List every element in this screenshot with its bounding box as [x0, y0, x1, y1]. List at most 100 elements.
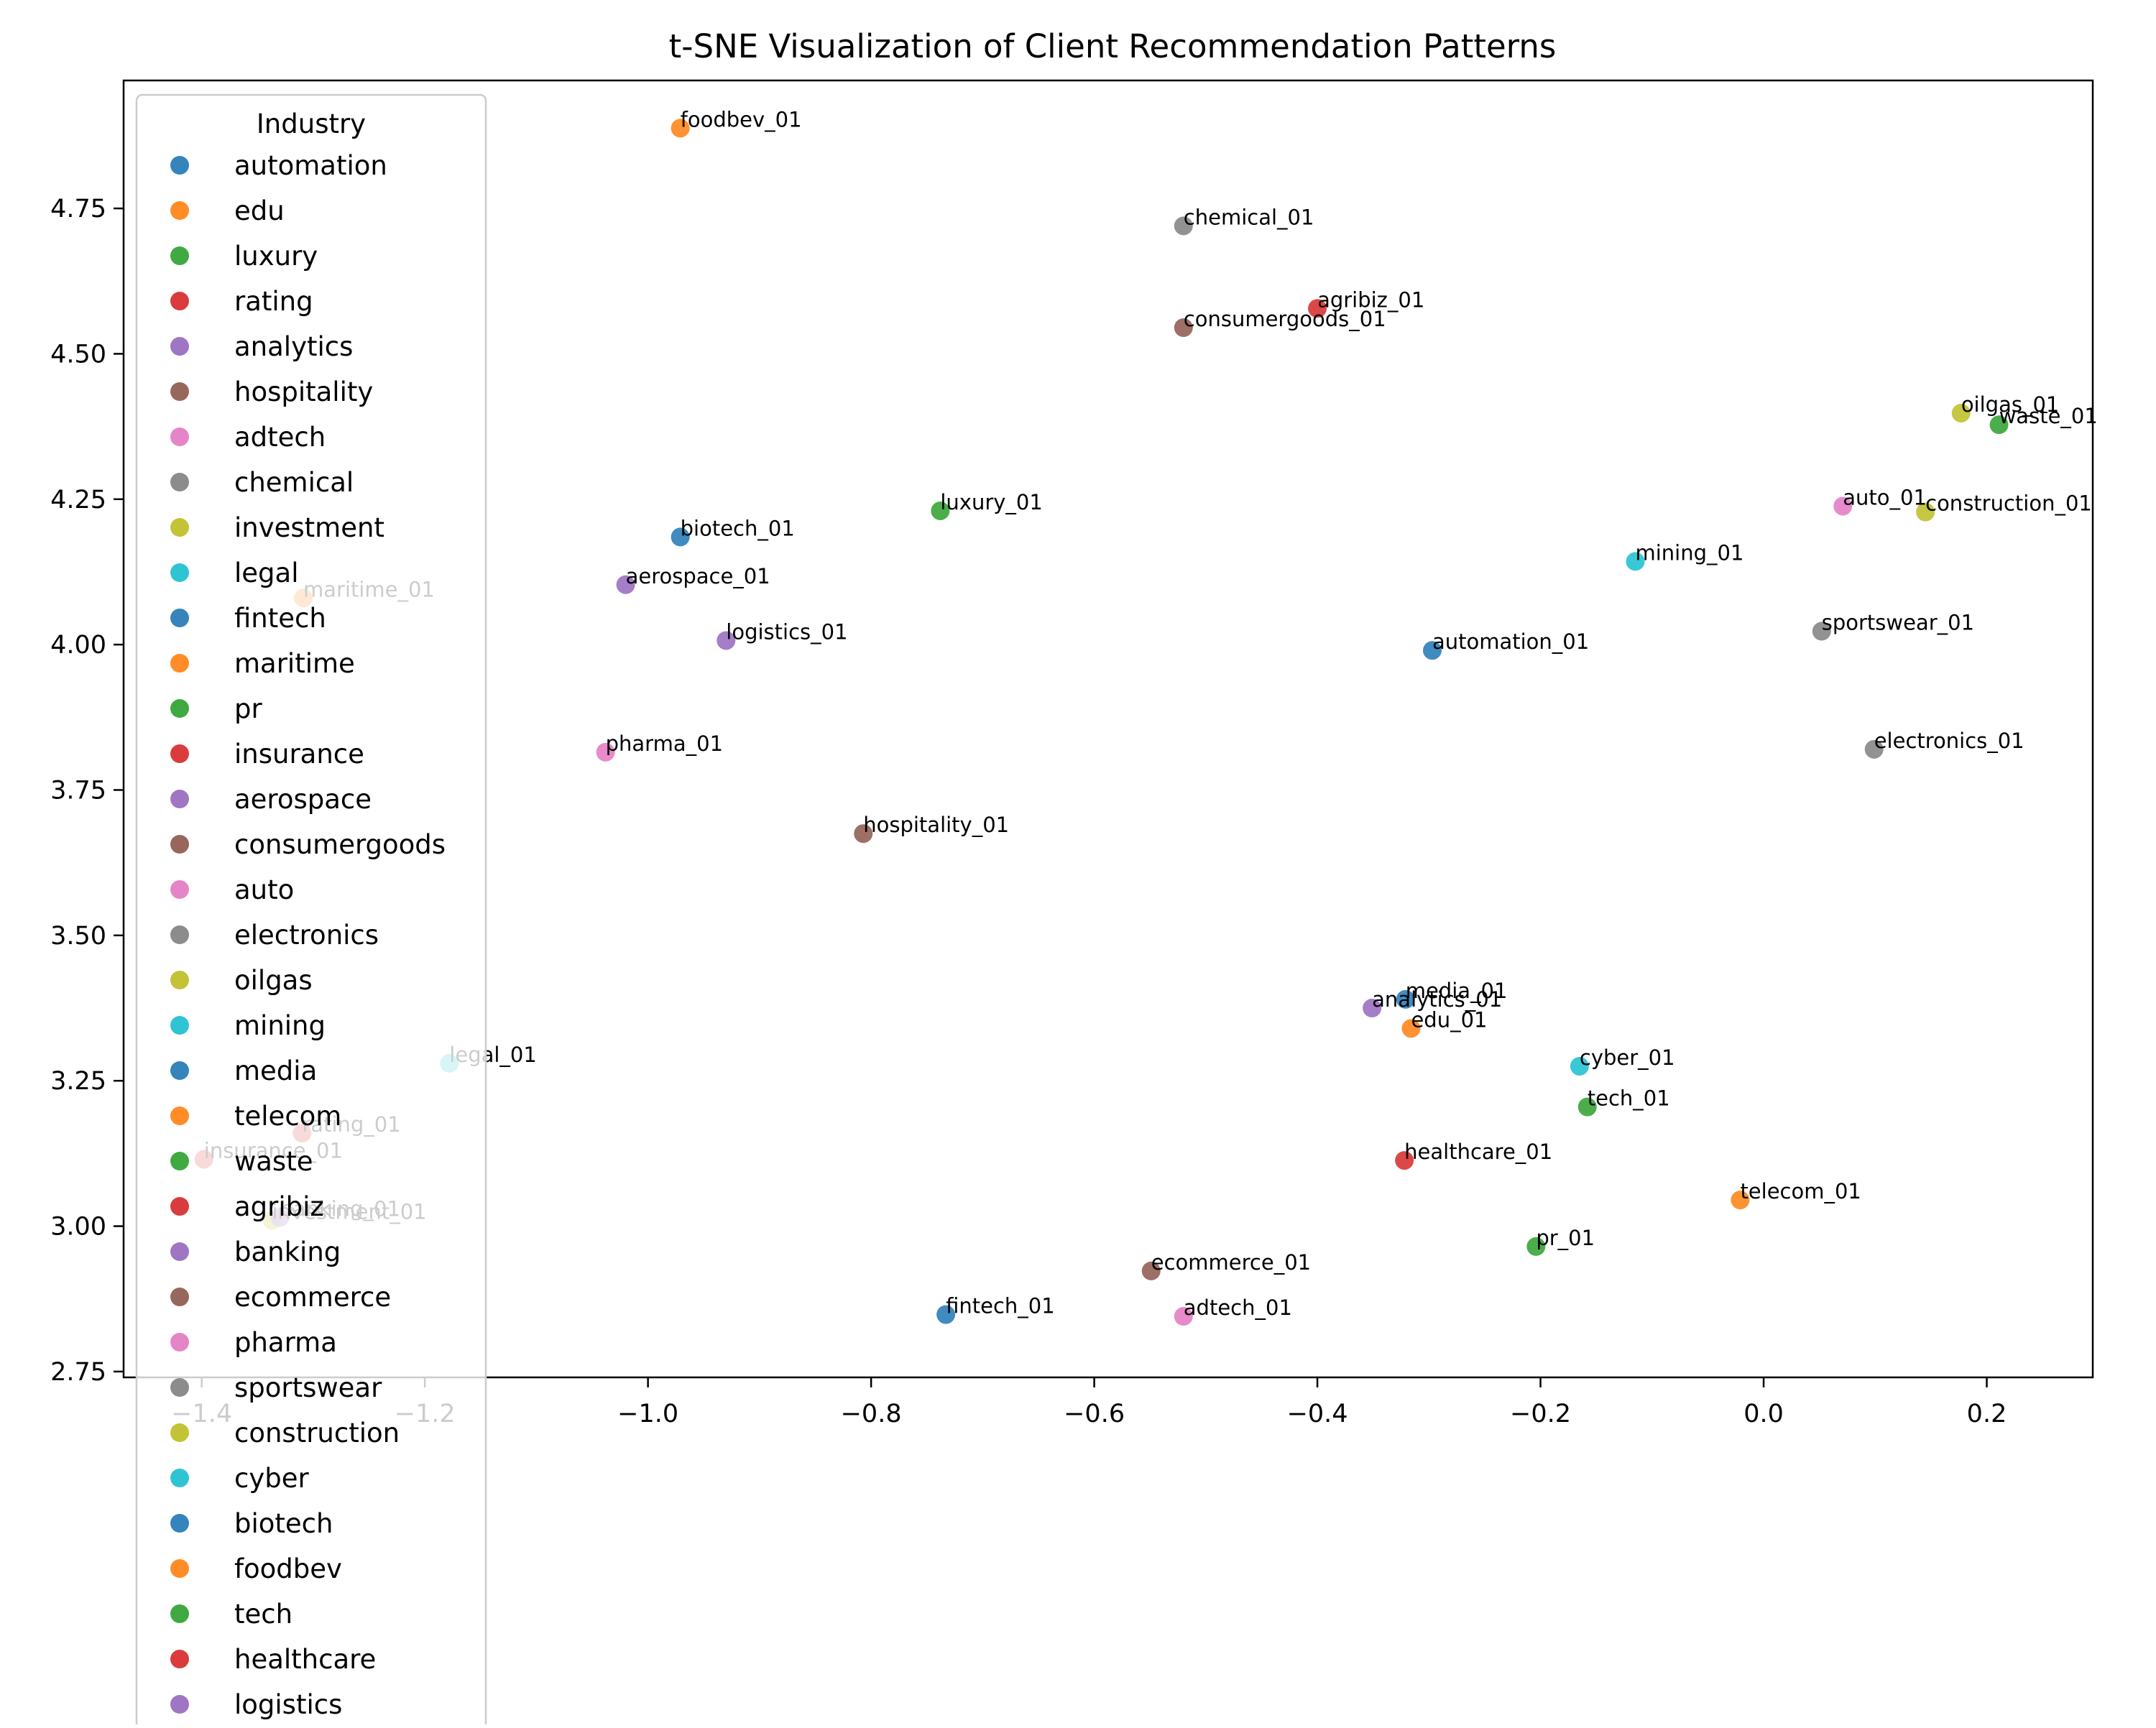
- data-point-auto_01: [1833, 496, 1853, 516]
- legend-entry-legal: legal: [234, 558, 298, 588]
- y-tick-label: 4.25: [50, 486, 106, 514]
- legend-marker: [170, 201, 189, 220]
- legend-entry-waste: waste: [234, 1146, 313, 1177]
- legend-entry-adtech: adtech: [234, 422, 326, 453]
- legend-entry-auto: auto: [234, 874, 294, 905]
- point-label: telecom_01: [1740, 1179, 1861, 1203]
- legend-entry-sportswear: sportswear: [234, 1372, 382, 1403]
- legend-entry-telecom: telecom: [234, 1101, 341, 1132]
- legend-marker: [170, 609, 189, 627]
- legend-marker: [170, 699, 189, 718]
- legend-entry-automation: automation: [234, 150, 387, 181]
- point-label: oilgas_01: [1961, 392, 2060, 417]
- data-point-aerospace_01: [616, 575, 635, 594]
- legend-entry-aerospace: aerospace: [234, 784, 372, 815]
- x-tick-label: 0.2: [1967, 1400, 2007, 1428]
- point-label: agribiz_01: [1317, 287, 1424, 312]
- legend-entry-agribiz: agribiz: [234, 1191, 324, 1222]
- legend-entry-insurance: insurance: [234, 739, 364, 770]
- legend-entry-edu: edu: [234, 195, 285, 226]
- data-point-telecom_01: [1731, 1191, 1750, 1210]
- legend-marker: [170, 1514, 189, 1533]
- legend-marker: [170, 925, 189, 944]
- data-point-consumergoods_01: [1174, 318, 1193, 338]
- data-point-edu_01: [1401, 1019, 1421, 1038]
- data-point-adtech_01: [1174, 1307, 1193, 1326]
- point-label: media_01: [1406, 979, 1508, 1003]
- data-point-construction_01: [1916, 502, 1935, 522]
- y-tick-label: 2.75: [50, 1358, 106, 1387]
- legend-entry-luxury: luxury: [234, 241, 318, 272]
- point-label: electronics_01: [1874, 729, 2024, 753]
- legend-entry-analytics: analytics: [234, 331, 353, 362]
- point-label: hospitality_01: [863, 813, 1009, 837]
- point-label: sportswear_01: [1822, 611, 1974, 635]
- data-point-pr_01: [1526, 1237, 1546, 1256]
- data-point-mining_01: [1626, 552, 1645, 571]
- legend-entry-banking: banking: [234, 1237, 341, 1267]
- data-point-chemical_01: [1174, 216, 1193, 236]
- point-label: biotech_01: [681, 516, 795, 540]
- data-point-logistics_01: [717, 631, 736, 650]
- legend-entry-logistics: logistics: [234, 1689, 342, 1720]
- legend-marker: [170, 1197, 189, 1216]
- point-label: construction_01: [1925, 491, 2092, 516]
- data-point-ecommerce_01: [1141, 1261, 1161, 1280]
- data-point-waste_01: [1989, 415, 2009, 435]
- legend-marker: [170, 1152, 189, 1170]
- point-label: waste_01: [1999, 404, 2098, 428]
- legend-entry-pharma: pharma: [234, 1327, 337, 1358]
- legend-entry-healthcare: healthcare: [234, 1644, 376, 1675]
- y-tick-label: 3.50: [50, 922, 106, 951]
- point-label: cyber_01: [1580, 1045, 1675, 1070]
- legend-entry-fintech: fintech: [234, 603, 326, 634]
- legend-entry-media: media: [234, 1055, 317, 1086]
- data-point-automation_01: [1422, 641, 1442, 660]
- legend: Industry automation edu luxury rating analyti…: [135, 93, 487, 1728]
- point-label: analytics_01: [1372, 987, 1502, 1012]
- point-label: luxury_01: [940, 490, 1042, 514]
- chart-title: t-SNE Visualization of Client Recommenda…: [669, 27, 1557, 65]
- data-point-foodbev_01: [671, 119, 690, 138]
- legend-marker: [170, 1016, 189, 1035]
- point-label: aerospace_01: [626, 564, 770, 588]
- data-point-tech_01: [1577, 1097, 1597, 1117]
- point-label: fintech_01: [946, 1294, 1055, 1318]
- legend-marker: [170, 382, 189, 401]
- legend-marker: [170, 1061, 189, 1080]
- x-tick-label: 0.0: [1743, 1400, 1784, 1428]
- legend-marker: [170, 790, 189, 808]
- point-label: tech_01: [1588, 1086, 1670, 1111]
- point-label: pharma_01: [606, 731, 723, 756]
- legend-entry-hospitality: hospitality: [234, 376, 373, 407]
- legend-marker: [170, 1695, 189, 1714]
- y-tick-label: 3.00: [50, 1213, 106, 1242]
- point-label: chemical_01: [1184, 205, 1314, 229]
- legend-entry-construction: construction: [234, 1418, 400, 1449]
- data-point-analytics_01: [1363, 999, 1382, 1018]
- legend-marker: [170, 563, 189, 582]
- y-tick-label: 4.75: [50, 195, 106, 223]
- legend-entry-cyber: cyber: [234, 1463, 309, 1494]
- legend-marker: [170, 1242, 189, 1261]
- legend-marker: [170, 518, 189, 537]
- point-labels: automation_01edu_01luxury_01rating_01ana…: [204, 107, 2098, 1320]
- x-tick-label: −0.6: [1064, 1400, 1125, 1428]
- x-tick-label: −0.8: [841, 1400, 902, 1428]
- legend-entry-mining: mining: [234, 1010, 326, 1041]
- legend-marker: [170, 473, 189, 491]
- legend-marker: [170, 428, 189, 446]
- legend-marker: [170, 1604, 189, 1623]
- data-point-hospitality_01: [854, 824, 873, 844]
- legend-title: Industry: [257, 108, 366, 139]
- legend-marker: [170, 971, 189, 989]
- point-label: mining_01: [1636, 540, 1744, 565]
- data-point-cyber_01: [1570, 1056, 1589, 1076]
- legend-entry-biotech: biotech: [234, 1508, 333, 1539]
- data-point-media_01: [1396, 989, 1415, 1009]
- point-label: healthcare_01: [1404, 1140, 1552, 1164]
- point-label: consumergoods_01: [1184, 307, 1386, 331]
- legend-marker: [170, 292, 189, 310]
- data-point-agribiz_01: [1308, 299, 1327, 318]
